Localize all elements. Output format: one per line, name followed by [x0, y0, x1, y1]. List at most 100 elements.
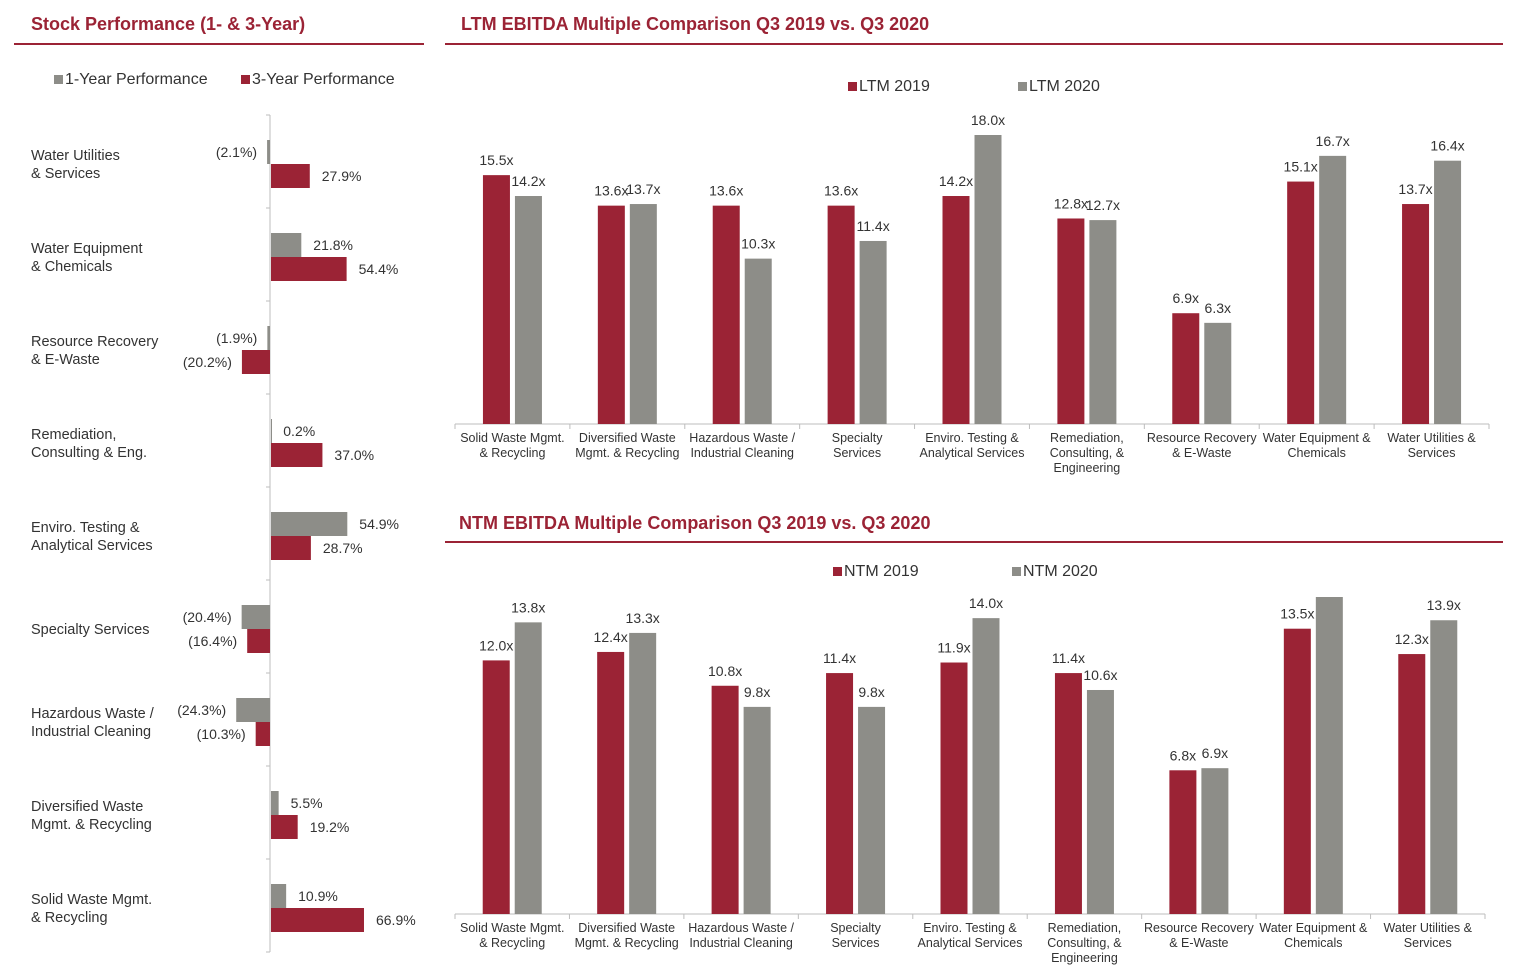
stock-data-label: 19.2%	[310, 819, 350, 835]
stock-data-label: (20.2%)	[183, 354, 232, 370]
ltm-data-label: 18.0x	[971, 112, 1005, 128]
stock-data-label: (2.1%)	[216, 144, 257, 160]
ltm-bar-y2019	[482, 175, 510, 424]
ntm-data-label: 13.5x	[1280, 606, 1314, 622]
ltm-bar-y2020	[1089, 220, 1117, 424]
ntm-bar-y2019	[597, 651, 625, 914]
ntm-data-label: 13.3x	[626, 610, 660, 626]
ltm-data-label: 13.7x	[626, 181, 660, 197]
ntm-bar-y2020	[858, 706, 886, 914]
stock-category-label: Hazardous Waste / Industrial Cleaning	[31, 706, 155, 740]
ltm-category-label: Hazardous Waste / Industrial Cleaning	[689, 431, 795, 460]
stock-category-label: Diversified Waste Mgmt. & Recycling	[31, 799, 152, 833]
ntm-bar-y2019	[826, 673, 854, 914]
stock-bar-three-year	[247, 629, 270, 653]
ntm-legend-1-swatch	[1012, 567, 1021, 576]
ltm-bar-y2020	[1434, 160, 1462, 424]
ltm-data-label: 11.4x	[857, 218, 890, 234]
ntm-bar-y2020	[514, 622, 542, 914]
stock-data-label: 5.5%	[291, 795, 323, 811]
stock-legend-0-label: 1-Year Performance	[65, 71, 208, 88]
ltm-bar-y2019	[597, 205, 625, 424]
stock-bar-one-year	[271, 233, 302, 257]
ntm-data-label: 13.9x	[1427, 597, 1461, 613]
ltm-bar-y2020	[974, 135, 1002, 424]
stock-bar-three-year	[271, 908, 364, 932]
ntm-legend-0-swatch	[833, 567, 842, 576]
ntm-data-label: 14.0x	[969, 595, 1003, 611]
stock-bar-one-year	[241, 605, 270, 629]
stock-data-label: 54.9%	[359, 516, 399, 532]
ltm-data-label: 15.5x	[479, 152, 513, 168]
stock-bar-one-year	[271, 419, 272, 443]
stock-data-label: 21.8%	[313, 237, 353, 253]
ltm-legend-0-label: LTM 2019	[859, 78, 930, 95]
stock-bar-three-year	[271, 164, 310, 188]
stock-category-label: Water Equipment & Chemicals	[31, 241, 142, 275]
ntm-bar-y2020	[1201, 768, 1229, 914]
ltm-legend-1-swatch	[1018, 82, 1027, 91]
stock-data-label: (20.4%)	[183, 609, 232, 625]
ntm-bar-y2019	[1398, 654, 1426, 914]
ntm-data-label: 11.9x	[937, 640, 970, 656]
ntm-data-label: 11.4x	[1052, 650, 1085, 666]
stock-data-label: 27.9%	[322, 168, 362, 184]
stock-bar-one-year	[267, 326, 270, 350]
ltm-category-label: Enviro. Testing & Analytical Services	[920, 431, 1025, 460]
ntm-bar-y2020	[972, 618, 1000, 914]
ltm-bar-y2020	[1204, 322, 1232, 424]
ntm-chart-rule	[445, 541, 1503, 543]
ntm-data-label: 9.8x	[744, 684, 770, 700]
ltm-bar-y2020	[629, 204, 657, 424]
stock-category-label: Specialty Services	[31, 622, 149, 638]
stock-legend-0-swatch	[54, 75, 63, 84]
ntm-category-label: Water Equipment & Chemicals	[1259, 921, 1368, 950]
stock-performance-rule	[14, 43, 424, 45]
ntm-bar-y2019	[1169, 770, 1197, 914]
ltm-chart-title: LTM EBITDA Multiple Comparison Q3 2019 v…	[461, 14, 930, 34]
ntm-category-label: Diversified Waste Mgmt. & Recycling	[575, 921, 679, 950]
stock-data-label: (1.9%)	[216, 330, 257, 346]
stock-bar-three-year	[271, 815, 298, 839]
stock-data-label: 54.4%	[359, 261, 399, 277]
ltm-bar-y2020	[744, 258, 772, 424]
ltm-legend-1-label: LTM 2020	[1029, 78, 1100, 95]
ltm-category-label: Water Utilities & Services	[1387, 431, 1476, 460]
ntm-bar-y2020	[1086, 689, 1114, 914]
ntm-data-label: 12.4x	[594, 629, 628, 645]
ntm-legend-0-label: NTM 2019	[844, 563, 919, 580]
ltm-data-label: 13.6x	[709, 183, 743, 199]
ltm-category-label: Diversified Waste Mgmt. & Recycling	[575, 431, 679, 460]
ntm-bar-y2019	[1054, 673, 1082, 914]
stock-category-label: Remediation, Consulting & Eng.	[31, 427, 147, 461]
ntm-bar-y2019	[482, 660, 510, 914]
stock-data-label: (16.4%)	[188, 633, 237, 649]
ntm-legend-1-label: NTM 2020	[1023, 563, 1098, 580]
ltm-data-label: 13.6x	[824, 183, 858, 199]
ltm-category-label: Remediation, Consulting, & Engineering	[1050, 431, 1125, 475]
ltm-chart-rule	[445, 43, 1503, 45]
ntm-data-label: 10.6x	[1083, 667, 1117, 683]
stock-bar-three-year	[241, 350, 270, 374]
ltm-data-label: 12.7x	[1086, 197, 1120, 213]
ltm-data-label: 12.8x	[1054, 195, 1088, 211]
ltm-bar-y2019	[1172, 313, 1200, 424]
ltm-bar-y2019	[712, 205, 740, 424]
stock-data-label: (24.3%)	[177, 702, 226, 718]
ltm-data-label: 14.2x	[939, 173, 973, 189]
stock-bar-one-year	[271, 512, 348, 536]
ntm-category-label: Water Utilities & Services	[1384, 921, 1473, 950]
ntm-category-label: Solid Waste Mgmt. & Recycling	[460, 921, 564, 950]
stock-bar-one-year	[271, 884, 287, 908]
ntm-data-label: 13.8x	[511, 599, 545, 615]
ntm-data-label: 6.8x	[1170, 747, 1196, 763]
ltm-category-label: Water Equipment & Chemicals	[1263, 431, 1372, 460]
ltm-bar-y2020	[1319, 155, 1347, 424]
ltm-data-label: 10.3x	[741, 236, 775, 252]
ntm-data-label: 10.8x	[708, 663, 742, 679]
stock-category-label: Resource Recovery & E-Waste	[31, 334, 159, 368]
ltm-data-label: 14.2x	[511, 173, 545, 189]
ltm-bar-y2019	[1057, 218, 1085, 424]
ntm-data-label: 11.4x	[823, 650, 856, 666]
ltm-data-label: 13.6x	[594, 183, 628, 199]
